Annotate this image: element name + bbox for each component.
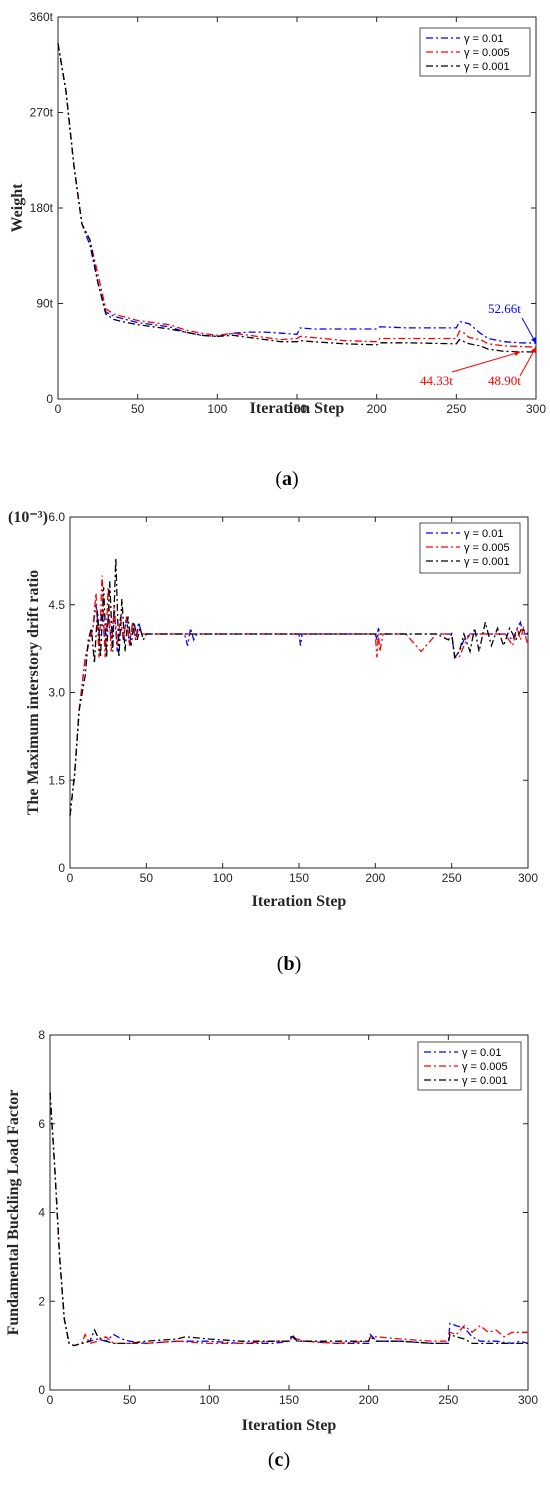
x-tick-label: 50 — [131, 402, 145, 416]
y-axis-label: The Maximum interstory drift ratio — [25, 570, 42, 815]
caption-letter: b — [283, 953, 294, 975]
chart-panel-a: 0 50 100 150 200 250 300 0 90t 180t 270t 360t Iterat… — [9, 10, 546, 490]
chart-panel-b: 0 50 100 150 200 250 300 0 1.5 3.0 4.5 6.0(10⁻³) Ite… — [8, 509, 538, 975]
legend-label-2: γ = 0.005 — [464, 542, 510, 554]
caption-letter: c — [275, 1449, 284, 1471]
annotation-label: 52.66t — [488, 301, 521, 316]
legend: γ = 0.01 γ = 0.005 γ = 0.001 — [419, 27, 531, 77]
x-axis-label: Iteration Step — [242, 1417, 337, 1434]
y-tick-label: 1.5 — [48, 773, 65, 787]
series-line-2 — [69, 575, 529, 816]
caption-paren-open: ( — [277, 953, 284, 975]
y-axis-label: Weight — [9, 183, 26, 233]
y-tick-label: 4.5 — [48, 598, 65, 612]
x-tick-label: 250 — [438, 1393, 458, 1407]
annotation-arrow-line — [451, 351, 521, 373]
caption-paren-close: ) — [295, 953, 302, 975]
caption-letter: a — [282, 468, 292, 490]
x-tick-label: 300 — [518, 871, 538, 885]
x-tick-label: 250 — [442, 871, 462, 885]
annotation-arrow — [519, 346, 537, 377]
x-tick-label: 200 — [359, 1393, 379, 1407]
x-tick-label: 100 — [213, 871, 233, 885]
y-tick-label: 180t — [30, 201, 54, 215]
x-tick-label: 300 — [518, 1393, 538, 1407]
legend-label-1: γ = 0.01 — [462, 1047, 501, 1059]
caption-paren-close: ) — [292, 468, 299, 490]
y-tick-label: 6.0 — [48, 510, 65, 524]
annotation-arrow-head — [531, 337, 536, 344]
x-tick-label: 100 — [207, 402, 227, 416]
y-tick-label: 0 — [58, 861, 65, 875]
y-tick-label: 360t — [30, 10, 54, 24]
legend-box — [419, 27, 531, 77]
y-tick-label: 2 — [38, 1294, 45, 1308]
x-tick-label: 200 — [367, 402, 387, 416]
legend-label-3: γ = 0.001 — [462, 1075, 508, 1087]
legend-box — [419, 522, 521, 574]
x-axis-label: Iteration Step — [250, 400, 345, 417]
caption-paren-open: ( — [275, 468, 282, 490]
series-line-2 — [57, 43, 537, 348]
annotation-label: 48.90t — [488, 373, 521, 388]
annotation-arrow — [451, 351, 521, 373]
x-tick-label: 200 — [365, 871, 385, 885]
annotation-arrow-line — [519, 346, 537, 377]
series-line-3 — [69, 557, 529, 816]
series-line-1 — [69, 604, 528, 816]
annotation-arrow-head — [531, 347, 536, 354]
annotation-arrow-head — [514, 351, 521, 356]
legend: γ = 0.01 γ = 0.005 γ = 0.001 — [417, 1041, 522, 1091]
y-tick-label: 270t — [30, 106, 54, 120]
y-unit-label: (10⁻³) — [8, 509, 48, 526]
annotation-label: 44.33t — [420, 373, 453, 388]
legend-label-3: γ = 0.001 — [464, 556, 510, 568]
x-tick-label: 50 — [140, 871, 154, 885]
x-tick-label: 150 — [289, 871, 309, 885]
y-tick-label: 6 — [38, 1117, 45, 1131]
y-tick-label: 8 — [38, 1028, 45, 1042]
x-tick-label: 0 — [67, 871, 74, 885]
caption-paren-close: ) — [283, 1449, 290, 1471]
annotation-arrow — [521, 317, 537, 344]
series-line-1 — [49, 1092, 529, 1347]
x-tick-label: 50 — [123, 1393, 137, 1407]
x-tick-label: 150 — [287, 402, 307, 416]
series-line-3 — [57, 43, 537, 353]
y-tick-label: 0 — [38, 1383, 45, 1397]
x-tick-label: 300 — [526, 402, 546, 416]
legend-label-2: γ = 0.005 — [464, 47, 510, 59]
y-tick-label: 0 — [46, 392, 53, 406]
series-line-3 — [49, 1092, 528, 1347]
legend-label-1: γ = 0.01 — [464, 33, 503, 45]
panel-caption: (c) — [268, 1449, 290, 1471]
x-tick-label: 250 — [446, 402, 466, 416]
chart-panel-c: 0 50 100 150 200 250 300 0 2 4 6 8 Iteration Step Fun… — [5, 1028, 538, 1471]
legend: γ = 0.01 γ = 0.005 γ = 0.001 — [419, 522, 521, 574]
series-line-2 — [49, 1092, 528, 1347]
y-tick-label: 4 — [38, 1206, 45, 1220]
x-tick-label: 0 — [55, 402, 62, 416]
panel-caption: (b) — [277, 953, 301, 975]
x-tick-label: 0 — [47, 1393, 54, 1407]
x-tick-label: 100 — [199, 1393, 219, 1407]
x-axis-label: Iteration Step — [252, 893, 347, 910]
panel-caption: (a) — [275, 468, 298, 490]
legend-label-1: γ = 0.01 — [464, 528, 503, 540]
legend-label-2: γ = 0.005 — [462, 1061, 508, 1073]
y-tick-label: 90t — [36, 297, 53, 311]
y-axis-label: Fundamental Buckling Load Factor — [5, 1090, 22, 1336]
y-tick-label: 3.0 — [48, 686, 65, 700]
legend-label-3: γ = 0.001 — [464, 61, 510, 73]
x-tick-label: 150 — [279, 1393, 299, 1407]
caption-paren-open: ( — [268, 1449, 275, 1471]
series-line-1 — [57, 43, 537, 344]
